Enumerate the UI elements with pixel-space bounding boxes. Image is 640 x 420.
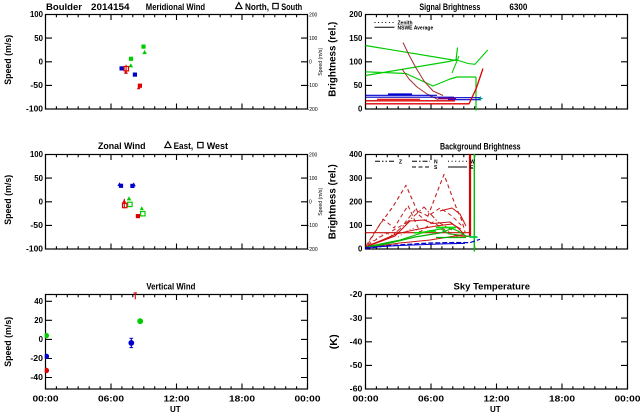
svg-text:W: W	[470, 159, 475, 165]
svg-text:200: 200	[349, 10, 363, 19]
svg-text:18:00: 18:00	[229, 394, 256, 403]
svg-text:6300: 6300	[509, 2, 527, 12]
svg-text:Background Brightness: Background Brightness	[440, 142, 521, 152]
svg-text:0: 0	[39, 335, 44, 344]
svg-text:-50: -50	[30, 221, 43, 230]
svg-text:Meridional Wind: Meridional Wind	[146, 2, 205, 12]
svg-text:00:00: 00:00	[353, 394, 380, 403]
svg-text:0: 0	[309, 60, 312, 66]
svg-text:00:00: 00:00	[33, 394, 60, 403]
svg-text:Speed (m/s): Speed (m/s)	[318, 188, 324, 216]
svg-text:S: S	[434, 165, 438, 171]
svg-text:0: 0	[358, 245, 363, 254]
svg-text:-200: -200	[308, 247, 318, 253]
svg-text:UT: UT	[170, 405, 181, 414]
svg-text:Speed (m/s): Speed (m/s)	[318, 48, 324, 76]
svg-text:-20: -20	[350, 290, 363, 299]
svg-text:Speed (m/s): Speed (m/s)	[3, 317, 14, 367]
svg-text:18:00: 18:00	[549, 394, 576, 403]
svg-text:-200: -200	[308, 107, 318, 113]
svg-text:West: West	[207, 141, 228, 151]
svg-text:Zenith: Zenith	[398, 20, 413, 26]
svg-text:-40: -40	[350, 338, 363, 347]
svg-text:-30: -30	[350, 314, 363, 323]
svg-text:100: 100	[349, 221, 363, 230]
svg-text:-50: -50	[350, 361, 363, 370]
svg-text:300: 300	[349, 174, 363, 183]
svg-text:-100: -100	[26, 105, 44, 114]
svg-text:200: 200	[309, 152, 318, 158]
svg-text:2014154: 2014154	[91, 2, 130, 12]
svg-text:400: 400	[349, 150, 363, 159]
svg-text:100: 100	[309, 176, 318, 182]
svg-text:Brightness (rel.): Brightness (rel.)	[327, 164, 339, 239]
svg-text:06:00: 06:00	[418, 394, 445, 403]
svg-text:Vertical Wind: Vertical Wind	[146, 282, 195, 292]
svg-text:50: 50	[34, 34, 43, 43]
svg-text:50: 50	[34, 174, 43, 183]
svg-text:NSWE Average: NSWE Average	[398, 25, 434, 31]
svg-text:North,: North,	[245, 2, 269, 12]
svg-text:0: 0	[358, 105, 363, 114]
svg-text:0: 0	[39, 58, 44, 67]
svg-text:South: South	[281, 2, 302, 12]
svg-text:-50: -50	[30, 81, 43, 90]
svg-text:40: 40	[34, 297, 43, 306]
svg-text:N: N	[434, 159, 438, 165]
svg-text:12:00: 12:00	[164, 394, 191, 403]
svg-text:Signal Brightness: Signal Brightness	[419, 2, 480, 12]
svg-text:-100: -100	[26, 245, 44, 254]
svg-text:-40: -40	[30, 373, 43, 382]
svg-text:Speed (m/s): Speed (m/s)	[3, 175, 14, 225]
svg-text:E: E	[470, 165, 474, 171]
svg-text:50: 50	[354, 81, 363, 90]
svg-text:Speed (m/s): Speed (m/s)	[3, 35, 14, 85]
svg-text:0: 0	[309, 200, 312, 206]
svg-text:00:00: 00:00	[615, 394, 640, 403]
svg-text:Z: Z	[399, 159, 402, 165]
svg-text:00:00: 00:00	[295, 394, 322, 403]
svg-text:-60: -60	[350, 385, 363, 394]
svg-text:-100: -100	[308, 223, 318, 229]
svg-text:150: 150	[349, 34, 363, 43]
svg-text:-100: -100	[308, 83, 318, 89]
svg-text:-20: -20	[30, 354, 43, 363]
svg-text:UT: UT	[490, 405, 501, 414]
svg-text:200: 200	[349, 198, 363, 207]
svg-text:200: 200	[309, 12, 318, 18]
svg-text:(K): (K)	[328, 334, 340, 349]
svg-text:0: 0	[39, 198, 44, 207]
svg-text:20: 20	[34, 316, 43, 325]
svg-text:Boulder: Boulder	[46, 2, 83, 12]
svg-text:100: 100	[30, 10, 44, 19]
svg-text:Sky Temperature: Sky Temperature	[454, 282, 531, 292]
svg-text:06:00: 06:00	[98, 394, 125, 403]
svg-text:100: 100	[349, 58, 363, 67]
svg-text:12:00: 12:00	[484, 394, 511, 403]
svg-text:Brightness (rel.): Brightness (rel.)	[327, 22, 339, 97]
svg-text:East,: East,	[174, 141, 194, 151]
svg-text:Zonal Wind: Zonal Wind	[98, 141, 146, 151]
svg-text:100: 100	[309, 36, 318, 42]
svg-text:100: 100	[30, 150, 44, 159]
